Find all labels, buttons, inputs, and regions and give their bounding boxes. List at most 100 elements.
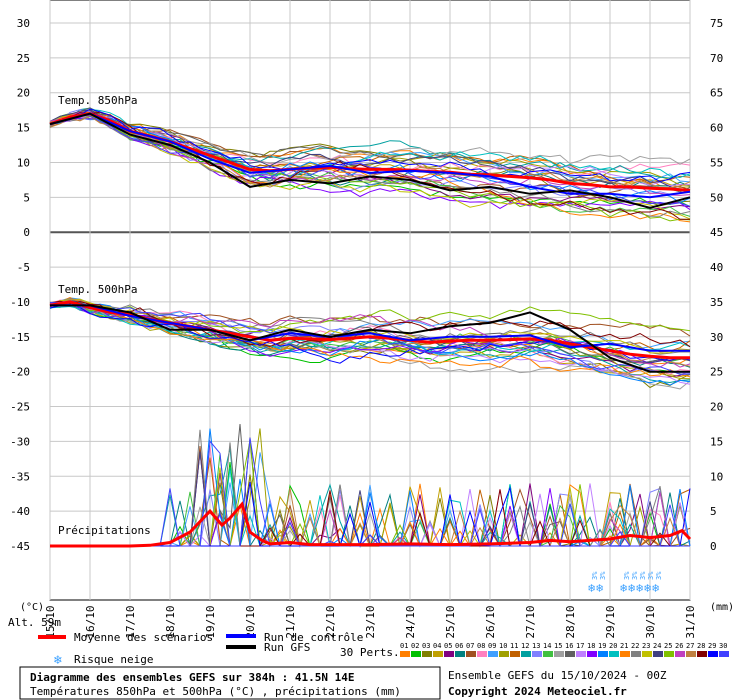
member-line-t850 xyxy=(49,107,691,193)
x-tick-label: 24/10 xyxy=(404,605,417,638)
member-line-t850 xyxy=(49,109,691,196)
member-legend-label: 24 xyxy=(653,642,661,650)
member-legend-label: 16 xyxy=(565,642,573,650)
right-tick-label: 10 xyxy=(710,470,723,483)
left-tick-label: -10 xyxy=(10,296,30,309)
member-legend-swatch xyxy=(488,651,498,657)
member-legend-swatch xyxy=(642,651,652,657)
member-legend-swatch xyxy=(631,651,641,657)
left-tick-label: 20 xyxy=(17,87,30,100)
x-tick-label: 28/10 xyxy=(564,605,577,638)
member-legend-swatch xyxy=(521,651,531,657)
right-tick-label: 70 xyxy=(710,52,723,65)
member-line-t850 xyxy=(49,117,691,211)
x-tick-label: 26/10 xyxy=(484,605,497,638)
x-tick-label: 27/10 xyxy=(524,605,537,638)
legend-perts-label: 30 Perts. xyxy=(340,646,400,659)
left-tick-label: 5 xyxy=(23,191,30,204)
member-legend-label: 17 xyxy=(576,642,584,650)
x-tick-label: 30/10 xyxy=(644,605,657,638)
member-line-t500 xyxy=(49,299,691,375)
member-legend-swatch xyxy=(422,651,432,657)
snowflake-icon: ❄ xyxy=(644,581,651,595)
legend-control-label: Run de contrôle xyxy=(264,631,363,644)
member-legend-swatch xyxy=(499,651,509,657)
member-line-t500 xyxy=(49,301,691,334)
member-legend-label: 07 xyxy=(466,642,474,650)
control-line-t500 xyxy=(50,304,690,352)
grid xyxy=(49,0,691,601)
legend-gfs-label: Run GFS xyxy=(264,641,310,654)
snowflake-icon: ❄ xyxy=(588,581,595,595)
main-series xyxy=(49,112,692,548)
member-legend-label: 25 xyxy=(664,642,672,650)
snow-percent-label: 3% xyxy=(623,571,631,580)
member-legend-swatch xyxy=(664,651,674,657)
member-line-t500 xyxy=(49,298,691,390)
x-tick-label: 25/10 xyxy=(444,605,457,638)
left-tick-label: -40 xyxy=(10,505,30,518)
member-legend-label: 30 xyxy=(719,642,727,650)
member-line-precip xyxy=(50,438,690,547)
right-tick-label: 20 xyxy=(710,401,723,414)
legend-mean-label: Moyenne des scénarios xyxy=(74,631,213,644)
member-legend-swatch xyxy=(477,651,487,657)
right-tick-label: 35 xyxy=(710,296,723,309)
member-line-t850 xyxy=(49,112,691,165)
right-tick-label: 45 xyxy=(710,226,723,239)
legend-snow-label: Risque neige xyxy=(74,653,153,666)
member-legend-swatch xyxy=(466,651,476,657)
member-legend-swatch xyxy=(411,651,421,657)
right-tick-label: 75 xyxy=(710,17,723,30)
right-tick-label: 30 xyxy=(710,331,723,344)
member-legend-swatch xyxy=(400,651,410,657)
x-tick-label: 16/10 xyxy=(84,605,97,638)
member-legend-swatch xyxy=(598,651,608,657)
member-legend-swatch xyxy=(708,651,718,657)
right-tick-label: 5 xyxy=(710,505,717,518)
member-legend-label: 26 xyxy=(675,642,683,650)
right-tick-label: 15 xyxy=(710,435,723,448)
left-tick-label: -20 xyxy=(10,366,30,379)
mean-line-precip xyxy=(50,501,692,548)
snow-percent-label: 3% xyxy=(591,571,599,580)
member-line-t500 xyxy=(49,303,691,364)
member-legend-label: 05 xyxy=(444,642,452,650)
member-legend-swatch xyxy=(719,651,729,657)
legend: Moyenne des scénarios Run de contrôle Ru… xyxy=(38,631,729,668)
member-legend-label: 01 xyxy=(400,642,408,650)
snow-percent-label: 3% xyxy=(655,571,663,580)
member-legend-swatch xyxy=(697,651,707,657)
member-legend-swatch xyxy=(554,651,564,657)
x-tick-label: 22/10 xyxy=(324,605,337,638)
panel-label-t500: Temp. 500hPa xyxy=(58,283,137,296)
left-tick-label: 10 xyxy=(17,156,30,169)
right-tick-label: 60 xyxy=(710,122,723,135)
member-legend-swatch xyxy=(565,651,575,657)
snowflake-icon: ❄ xyxy=(620,581,627,595)
member-legend-swatch xyxy=(433,651,443,657)
x-tick-label: 23/10 xyxy=(364,605,377,638)
member-legend-swatch xyxy=(609,651,619,657)
member-legend-label: 23 xyxy=(642,642,650,650)
member-legend-label: 27 xyxy=(686,642,694,650)
member-line-t850 xyxy=(49,115,691,187)
member-legend-label: 14 xyxy=(543,642,551,650)
left-tick-label: -15 xyxy=(10,331,30,344)
x-tick-label: 21/10 xyxy=(284,605,297,638)
member-legend-label: 15 xyxy=(554,642,562,650)
member-line-t850 xyxy=(49,112,691,207)
right-tick-label: 65 xyxy=(710,87,723,100)
snowflake-icon: ❄ xyxy=(53,653,62,668)
member-legend-swatch xyxy=(620,651,630,657)
x-tick-label: 15/10 xyxy=(44,605,57,638)
member-legend-label: 08 xyxy=(477,642,485,650)
member-legend-swatch xyxy=(444,651,454,657)
left-unit-label: (°C) xyxy=(20,602,44,613)
left-tick-label: 25 xyxy=(17,52,30,65)
member-legend-label: 18 xyxy=(587,642,595,650)
member-legend-label: 21 xyxy=(620,642,628,650)
chart-subtitle: Températures 850hPa et 500hPa (°C) , pré… xyxy=(30,685,401,698)
member-legend-label: 09 xyxy=(488,642,496,650)
